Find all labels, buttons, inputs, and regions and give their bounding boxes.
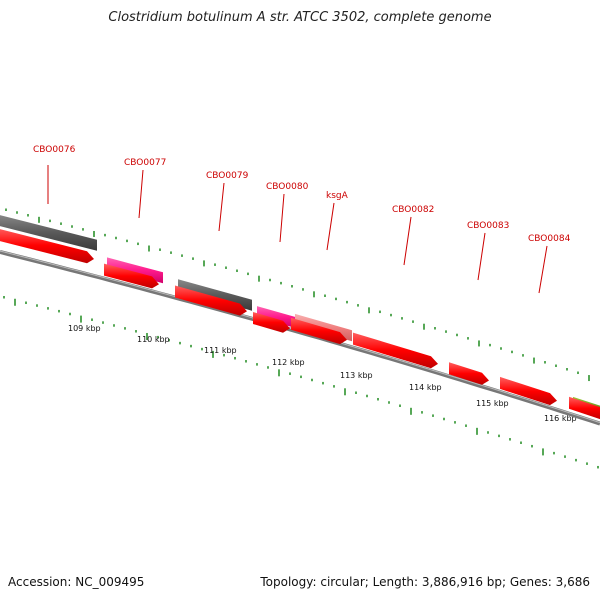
genome-summary-text: Topology: circular; Length: 3,886,916 bp… <box>260 575 590 589</box>
gene-feature <box>257 306 295 328</box>
tick-label: 114 kbp <box>409 383 442 392</box>
gene-label: CBO0076 <box>33 145 76 155</box>
tick-label: 112 kbp <box>272 358 305 367</box>
gene-feature <box>353 332 438 369</box>
tick-layer: 109 kbp 110 kbp 111 kbp 112 kbp 113 kbp 114 k… <box>3 208 599 469</box>
tick-label: 116 kbp <box>544 414 577 423</box>
gene-feature <box>291 317 347 345</box>
backbone-layer <box>0 250 600 426</box>
tick-label: 111 kbp <box>204 346 237 355</box>
tick-label: 113 kbp <box>340 371 373 380</box>
gene-label: CBO0077 <box>124 158 166 168</box>
gene-label: CBO0084 <box>528 234 571 244</box>
gene-leader-line <box>538 245 548 294</box>
accession-text: Accession: NC_009495 <box>8 575 145 589</box>
gene-leader-line <box>218 182 225 232</box>
gene-feature <box>569 396 600 420</box>
gene-feature <box>253 312 290 333</box>
gene-feature <box>104 263 159 289</box>
gene-label: CBO0083 <box>467 221 509 231</box>
gene-leader-line <box>138 169 144 219</box>
tick-label: 115 kbp <box>476 399 509 408</box>
gene-leader-line <box>326 202 335 251</box>
gene-leader-line <box>403 216 412 266</box>
map-title: Clostridium botulinum A str. ATCC 3502, … <box>108 10 492 25</box>
gene-feature <box>175 285 247 316</box>
gene-feature <box>500 376 557 406</box>
gene-feature <box>0 215 97 251</box>
gene-leader-line <box>279 193 285 243</box>
tick-label: 110 kbp <box>137 335 170 344</box>
gene-label: CBO0080 <box>266 182 309 192</box>
gene-leader-line <box>477 232 486 281</box>
gene-label: CBO0079 <box>206 171 249 181</box>
gene-feature <box>449 362 489 385</box>
gene-label: CBO0082 <box>392 205 434 215</box>
tick-label: 109 kbp <box>68 324 101 333</box>
genome-backbone <box>0 250 600 426</box>
gene-label: ksgA <box>326 191 349 201</box>
features-layer <box>0 215 600 420</box>
labels-layer: CBO0076 CBO0077 CBO0079 CBO0080 ksgA CBO0082 C… <box>33 145 571 294</box>
gene-feature <box>0 229 94 264</box>
